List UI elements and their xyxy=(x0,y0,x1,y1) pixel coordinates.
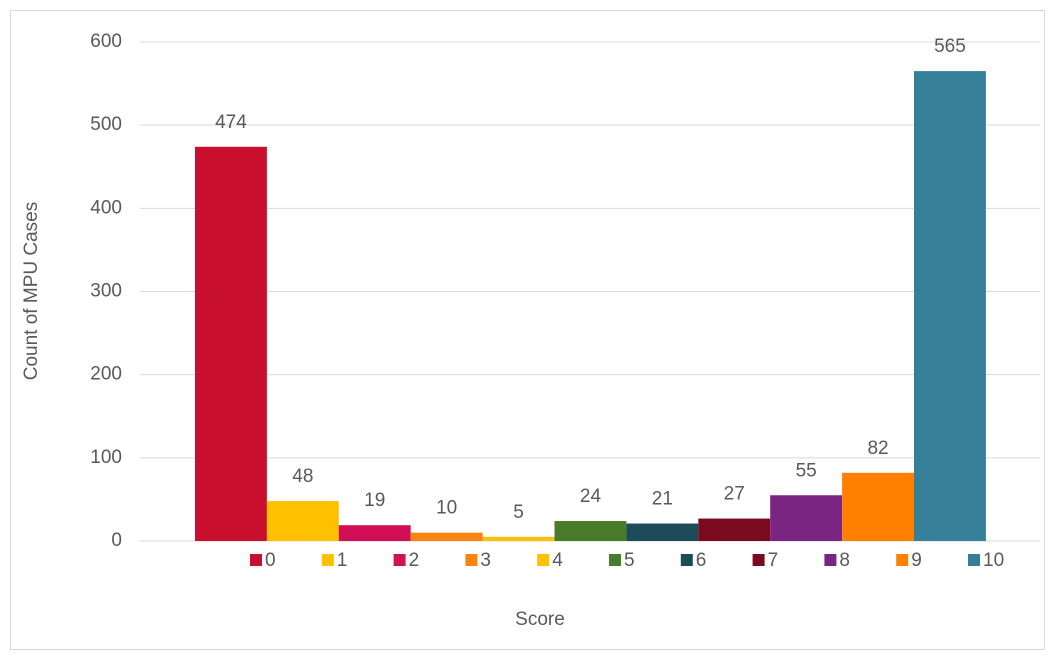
data-label: 565 xyxy=(934,36,966,57)
bar xyxy=(770,495,843,541)
bar xyxy=(338,525,411,541)
legend-label: 4 xyxy=(552,550,563,571)
bar xyxy=(410,532,483,541)
bar xyxy=(554,521,627,541)
data-label: 474 xyxy=(215,112,247,133)
bar xyxy=(482,536,555,541)
y-tick-label: 200 xyxy=(90,364,122,385)
data-label: 21 xyxy=(652,489,673,510)
data-label: 27 xyxy=(724,484,745,505)
bar xyxy=(698,518,771,541)
legend-swatch xyxy=(537,554,550,566)
y-axis-label: Count of MPU Cases xyxy=(21,202,42,380)
legend-label: 1 xyxy=(337,550,348,571)
bar xyxy=(195,146,267,542)
bar xyxy=(266,501,339,541)
y-tick-label: 0 xyxy=(111,530,122,551)
legend-swatch xyxy=(968,554,980,566)
legend-label: 6 xyxy=(696,550,707,571)
data-label: 10 xyxy=(436,498,457,519)
legend-label: 8 xyxy=(839,550,850,571)
data-label: 48 xyxy=(292,466,313,487)
legend-swatch xyxy=(824,554,837,566)
legend-swatch xyxy=(250,554,262,566)
x-axis-label: Score xyxy=(515,609,565,630)
y-tick-label: 400 xyxy=(90,197,122,218)
y-tick-label: 300 xyxy=(90,281,122,302)
bar xyxy=(626,523,699,541)
legend-swatch xyxy=(680,554,693,566)
data-label: 19 xyxy=(364,490,385,511)
y-tick-label: 600 xyxy=(90,31,122,52)
legend-label: 3 xyxy=(480,550,491,571)
bar xyxy=(842,472,914,541)
legend-label: 10 xyxy=(983,550,1004,571)
legend-label: 0 xyxy=(265,550,276,571)
legend-swatch xyxy=(752,554,765,566)
data-label: 55 xyxy=(796,460,817,481)
legend-swatch xyxy=(609,554,621,566)
legend-label: 7 xyxy=(768,550,779,571)
legend-swatch xyxy=(896,554,909,566)
data-label: 24 xyxy=(580,486,602,507)
y-tick-label: 500 xyxy=(90,114,122,135)
bar xyxy=(914,71,986,541)
data-label: 5 xyxy=(513,502,524,523)
y-tick-label: 100 xyxy=(90,447,122,468)
legend-swatch xyxy=(393,554,406,566)
legend-label: 9 xyxy=(911,550,922,571)
legend-label: 5 xyxy=(624,550,635,571)
data-label: 82 xyxy=(867,438,888,459)
legend-swatch xyxy=(465,554,478,566)
legend-swatch xyxy=(321,554,334,566)
chart-frame xyxy=(10,10,1045,650)
legend-label: 2 xyxy=(409,550,420,571)
